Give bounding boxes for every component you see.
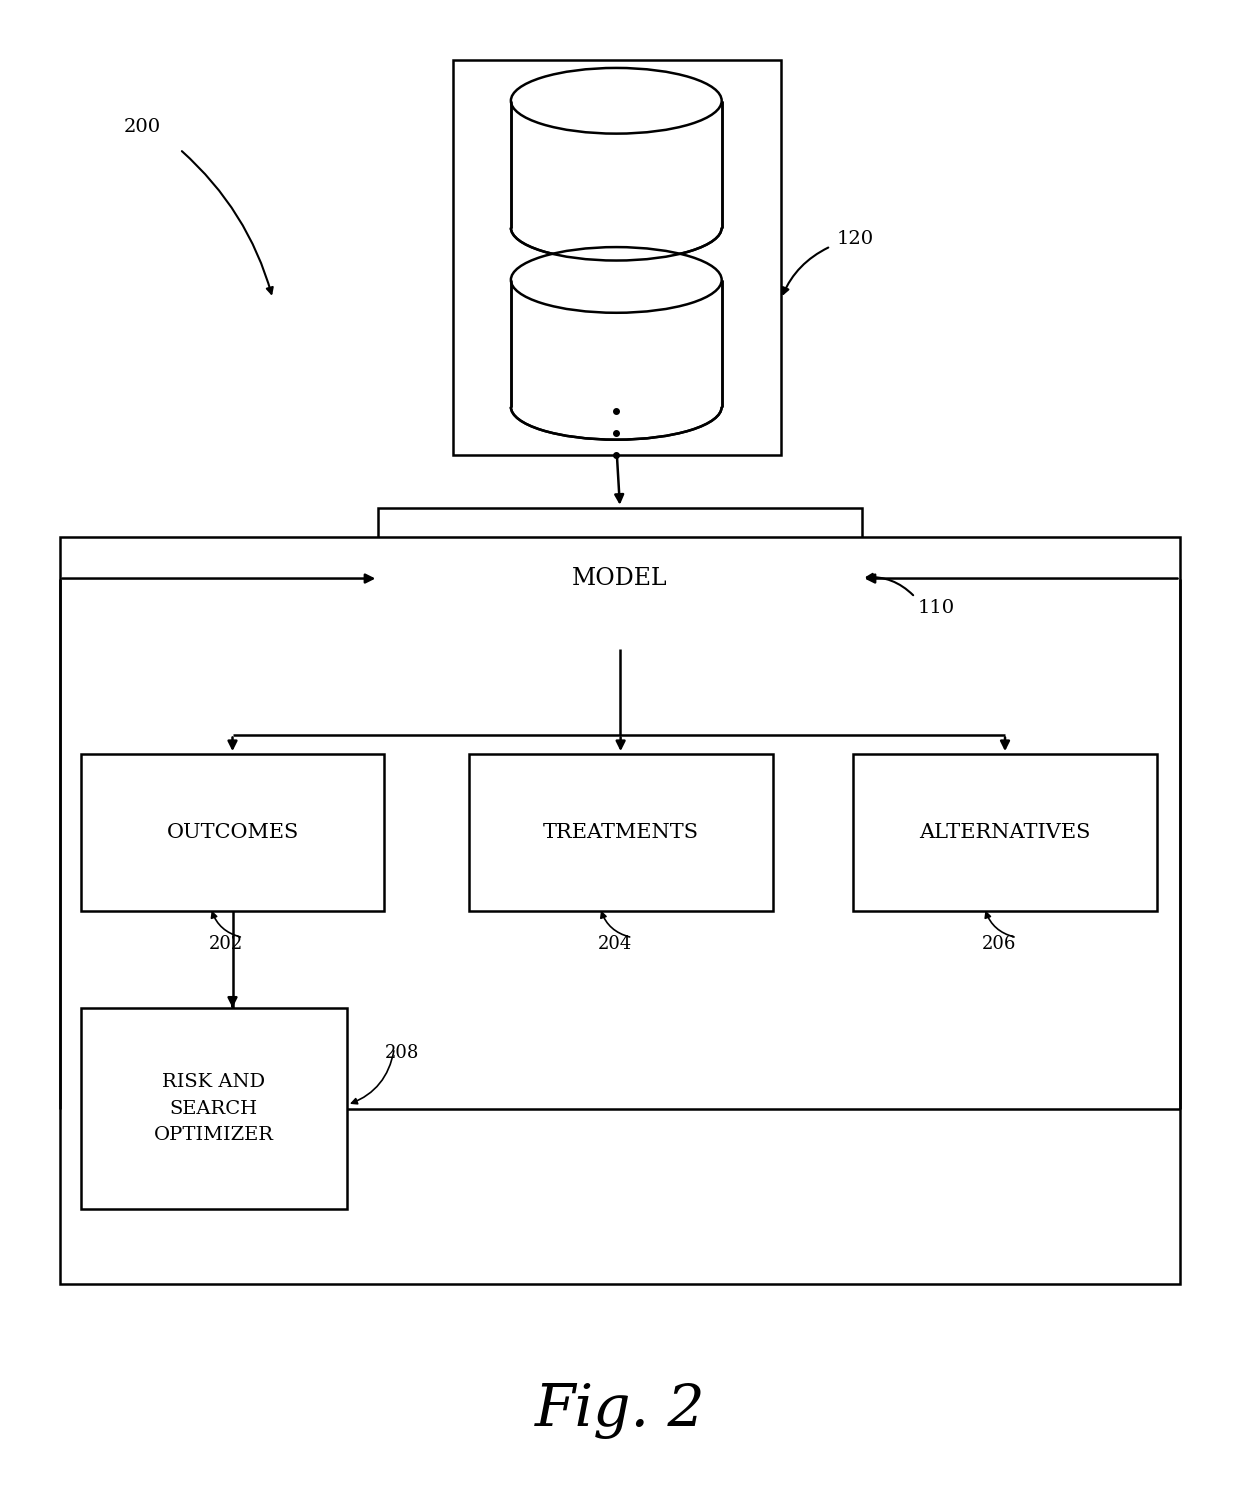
FancyBboxPatch shape <box>511 281 722 406</box>
Text: 204: 204 <box>598 935 632 953</box>
FancyBboxPatch shape <box>511 102 722 227</box>
Text: TREATMENTS: TREATMENTS <box>543 823 698 842</box>
Text: 206: 206 <box>982 935 1017 953</box>
Text: OUTCOMES: OUTCOMES <box>166 823 299 842</box>
Bar <box>853 754 1157 911</box>
Ellipse shape <box>511 246 722 314</box>
Text: ALTERNATIVES: ALTERNATIVES <box>919 823 1091 842</box>
Text: RISK AND
SEARCH
OPTIMIZER: RISK AND SEARCH OPTIMIZER <box>154 1073 274 1144</box>
Bar <box>81 754 384 911</box>
Bar <box>453 60 781 455</box>
Bar <box>378 508 862 649</box>
Ellipse shape <box>511 67 722 134</box>
Text: 110: 110 <box>918 599 955 617</box>
Text: Fig. 2: Fig. 2 <box>534 1383 706 1439</box>
Bar <box>60 537 1180 1284</box>
Text: 120: 120 <box>837 230 874 248</box>
Bar <box>81 1008 347 1209</box>
Text: 208: 208 <box>384 1044 419 1062</box>
Text: MODEL: MODEL <box>572 567 668 590</box>
Text: 202: 202 <box>208 935 243 953</box>
Text: 200: 200 <box>124 118 161 136</box>
Bar <box>469 754 773 911</box>
